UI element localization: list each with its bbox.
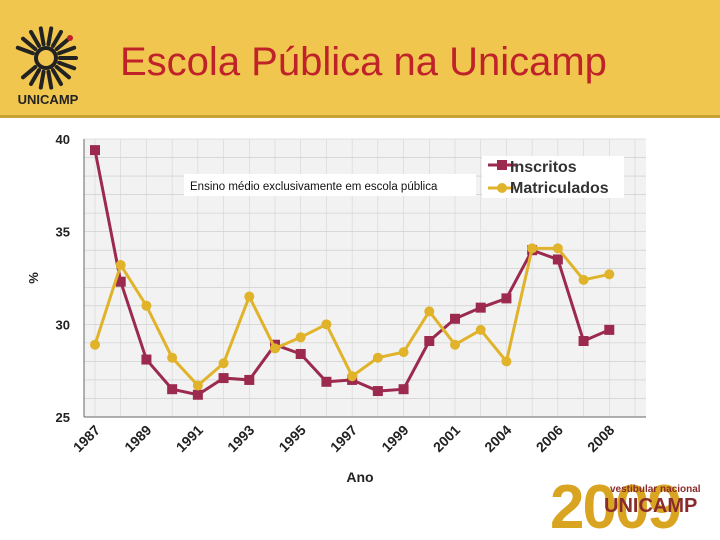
point-matriculados [270, 343, 280, 354]
point-inscritos [424, 336, 435, 347]
logo-ray [54, 64, 71, 80]
footer-line1: vestibular nacional [610, 484, 701, 495]
logo-ray [29, 30, 41, 48]
logo-ray [38, 69, 46, 90]
annotation-box [184, 174, 476, 196]
x-tick-label: 2006 [533, 422, 566, 455]
x-tick-label: 2004 [481, 422, 514, 455]
point-matriculados [578, 274, 589, 285]
point-inscritos [475, 302, 486, 313]
point-matriculados [244, 291, 255, 302]
unicamp-logo-icon: UNICAMP [15, 26, 79, 107]
point-inscritos [192, 389, 203, 400]
point-inscritos [218, 373, 229, 384]
point-inscritos [552, 254, 563, 265]
slide-title: Escola Pública na Unicamp [120, 40, 607, 84]
point-matriculados [450, 339, 460, 350]
point-matriculados [372, 352, 383, 363]
point-inscritos [372, 386, 383, 397]
point-inscritos [295, 348, 306, 359]
logo-ray [51, 30, 63, 48]
x-tick-label: 1987 [70, 422, 103, 455]
point-inscritos [90, 145, 100, 156]
logo-ray [21, 36, 38, 52]
chart-annotation: Ensino médio exclusivamente em escola pú… [190, 181, 438, 193]
point-matriculados [398, 347, 409, 358]
point-inscritos [450, 313, 460, 324]
point-inscritos [501, 293, 512, 304]
logo-ray [29, 68, 41, 86]
footer-line2: UNICAMP [604, 495, 697, 517]
point-matriculados [167, 352, 178, 363]
logo-ray [57, 60, 77, 71]
point-inscritos [578, 336, 589, 347]
point-inscritos [244, 374, 255, 385]
logo-ray [51, 68, 63, 86]
legend: Inscritos Matriculados [482, 156, 624, 198]
point-matriculados [115, 260, 126, 271]
x-tick-label: 2008 [584, 422, 617, 455]
point-matriculados [552, 243, 563, 254]
point-matriculados [501, 356, 512, 367]
x-tick-label: 2001 [430, 422, 463, 455]
point-inscritos [604, 324, 615, 335]
y-tick-label: 35 [56, 225, 70, 240]
x-tick-label: 1991 [173, 422, 206, 455]
logo-ray [15, 45, 35, 56]
point-matriculados [321, 319, 332, 330]
point-matriculados [527, 243, 538, 254]
point-matriculados [604, 269, 615, 280]
y-tick-label: 25 [56, 410, 70, 425]
point-inscritos [115, 276, 126, 287]
point-inscritos [141, 354, 152, 365]
point-matriculados [141, 300, 152, 311]
logo-ray [46, 26, 54, 47]
logo-ray [21, 64, 38, 80]
point-matriculados [192, 380, 203, 391]
legend-label-matriculados: Matriculados [510, 180, 609, 197]
x-axis-label: Ano [346, 469, 373, 485]
x-tick-label: 1999 [378, 422, 411, 455]
y-tick-label: 40 [56, 132, 70, 147]
x-tick-label: 1993 [224, 422, 257, 455]
logo-ray [38, 26, 46, 47]
point-inscritos [167, 384, 178, 395]
x-tick-label: 1997 [327, 422, 360, 455]
point-inscritos [398, 384, 409, 395]
x-tick-label: 1989 [121, 422, 154, 455]
logo-ray [57, 45, 77, 56]
slide-header: UNICAMP Escola Pública na Unicamp [0, 0, 720, 118]
footer-year: 2009 [550, 473, 680, 534]
point-matriculados [218, 358, 229, 369]
point-matriculados [475, 324, 486, 335]
legend-label-inscritos: Inscritos [510, 159, 577, 176]
x-tick-label: 1995 [275, 422, 308, 455]
point-matriculados [424, 306, 435, 317]
logo-text: UNICAMP [18, 92, 79, 107]
point-matriculados [347, 371, 358, 382]
header-rule [0, 115, 720, 118]
logo-ray [46, 69, 54, 90]
point-matriculados [90, 339, 100, 350]
point-inscritos [321, 376, 332, 387]
y-tick-label: 30 [56, 317, 70, 332]
line-chart: Ensino médio exclusivamente em escola pú… [26, 132, 646, 485]
vestibular-logo: 2009 vestibular nacional UNICAMP [550, 473, 701, 534]
y-axis-label: % [26, 272, 41, 284]
logo-ray [54, 36, 71, 52]
point-matriculados [295, 332, 306, 343]
